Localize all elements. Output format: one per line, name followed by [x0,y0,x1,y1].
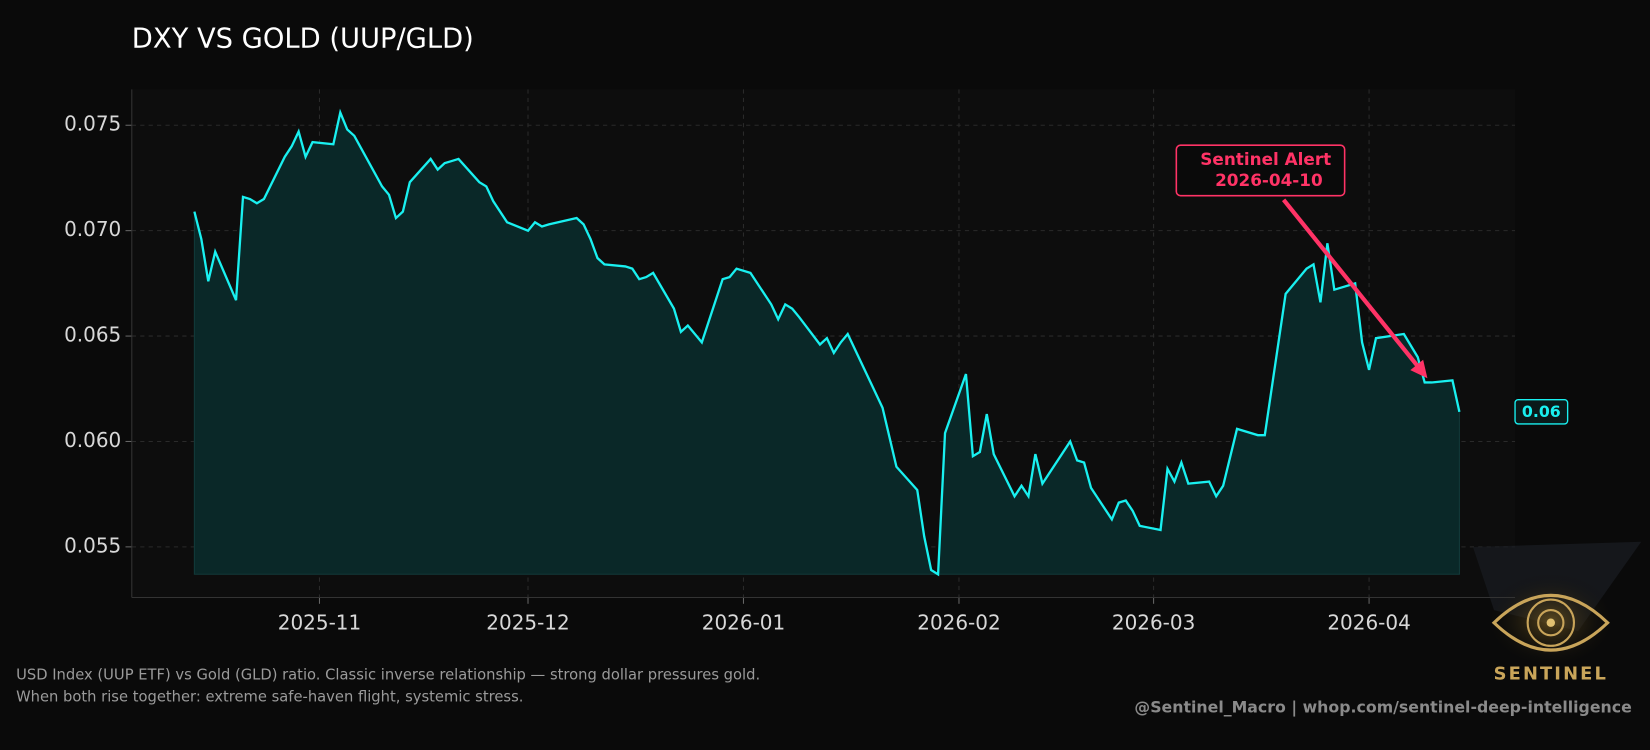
end-label: 0.06 [1514,399,1569,425]
x-tick-label: 2026-02 [917,610,1000,634]
annotation-arrowhead [1410,359,1428,379]
footnote: When both rise together: extreme safe-ha… [16,688,523,705]
annotation-box [1175,144,1346,197]
y-tick-label: 0.055 [64,533,121,557]
footnote: USD Index (UUP ETF) vs Gold (GLD) ratio.… [16,666,760,683]
x-tick-label: 2026-04 [1327,610,1410,634]
logo-iris [1526,598,1575,647]
y-tick-label: 0.070 [64,217,121,241]
annotation-text: 2026-04-10 [1215,170,1323,190]
x-tick-label: 2025-12 [486,610,569,634]
end-label-box [1514,399,1569,425]
annotation-text: Sentinel Alert [1200,149,1331,169]
end-label-text: 0.06 [1522,402,1561,421]
line [193,108,1461,577]
y-tick-label: 0.065 [64,323,121,347]
x-tick-label: 2025-11 [278,610,361,634]
logo-iris-inner [1537,609,1565,637]
chart-title: DXY VS GOLD (UUP/GLD) [132,23,474,54]
logo-text: SENTINEL [1494,663,1608,684]
y-tick-label: 0.060 [64,428,121,452]
logo: SENTINEL [1472,541,1642,684]
x-tick-label: 2026-01 [702,610,785,634]
x-tick-label: 2026-03 [1112,610,1195,634]
annotation-arrow [1281,198,1423,372]
y-tick-label: 0.075 [64,112,121,136]
credit: @Sentinel_Macro | whop.com/sentinel-deep… [1134,697,1631,717]
logo-pupil [1546,618,1556,627]
logo-eye [1491,593,1610,652]
